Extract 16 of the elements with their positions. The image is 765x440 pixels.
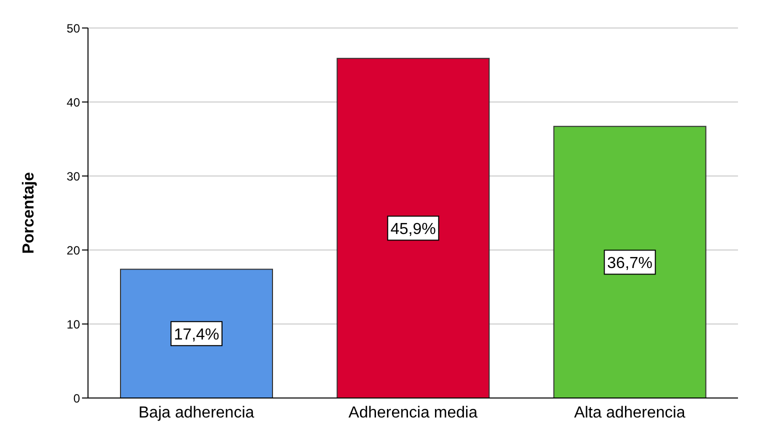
y-axis-title: Porcentaje xyxy=(20,172,38,254)
y-tick-label: 30 xyxy=(66,169,80,184)
data-label: 36,7% xyxy=(607,255,653,272)
y-tick-label: 0 xyxy=(73,391,80,406)
data-label: 17,4% xyxy=(174,326,220,344)
bar xyxy=(553,126,706,398)
y-tick-label: 50 xyxy=(66,21,80,36)
y-tick-label: 40 xyxy=(66,95,80,110)
data-label: 45,9% xyxy=(390,221,436,238)
y-tick-label: 10 xyxy=(66,317,80,332)
y-tick-label: 20 xyxy=(66,243,80,258)
x-tick-label: Baja adherencia xyxy=(138,404,254,422)
bar xyxy=(336,58,490,398)
bar xyxy=(120,268,273,398)
x-tick-label: Alta adherencia xyxy=(574,404,686,422)
x-tick-label: Adherencia media xyxy=(348,404,478,422)
